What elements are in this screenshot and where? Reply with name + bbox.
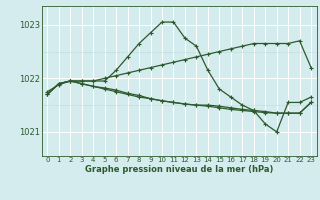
X-axis label: Graphe pression niveau de la mer (hPa): Graphe pression niveau de la mer (hPa) — [85, 165, 273, 174]
